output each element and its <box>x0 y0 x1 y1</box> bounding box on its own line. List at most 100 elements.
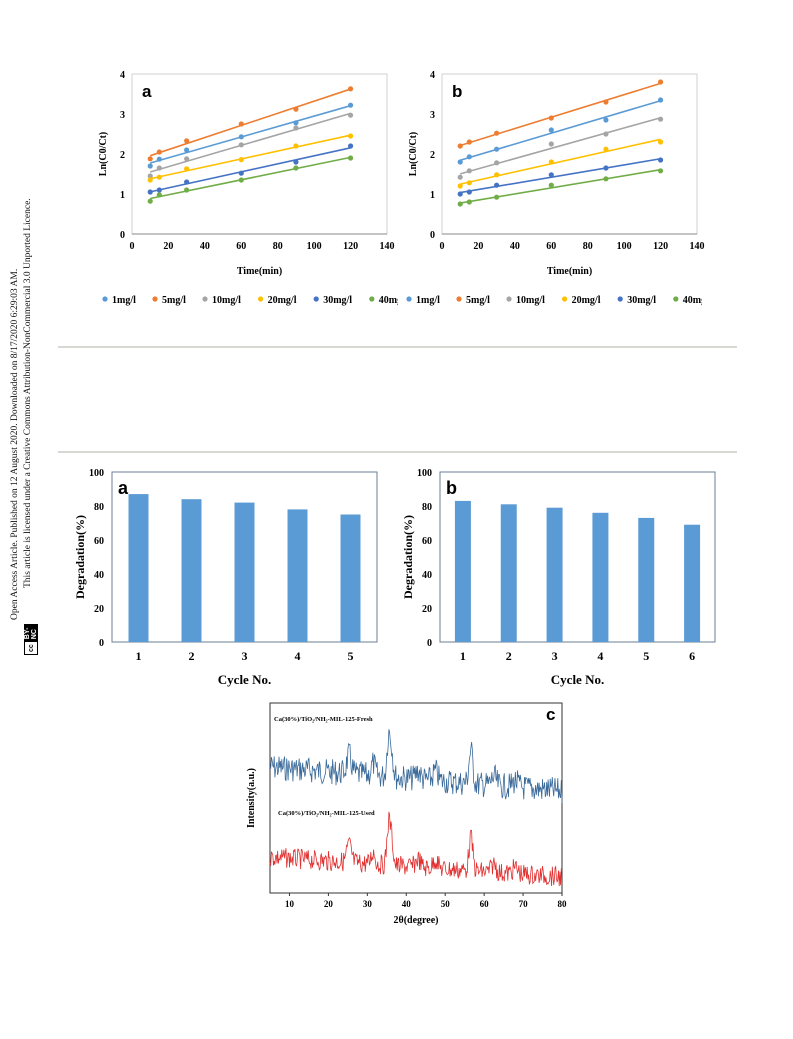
data-point <box>457 191 463 197</box>
x-tick-label: 6 <box>689 649 695 663</box>
bar <box>638 517 655 642</box>
y-tick-label: 3 <box>430 110 435 121</box>
bar <box>128 494 149 642</box>
data-point <box>147 156 153 162</box>
data-point <box>156 187 162 193</box>
data-point <box>457 159 463 165</box>
data-point <box>147 177 153 183</box>
trendline <box>149 112 351 173</box>
data-point <box>293 120 299 126</box>
cc-logo: cc <box>27 642 35 654</box>
bar <box>340 514 361 642</box>
y-tick-label: 3 <box>120 110 125 121</box>
panel-label: a <box>118 478 129 498</box>
x-axis-title: Time(min) <box>237 266 282 277</box>
panel-label: a <box>142 82 152 101</box>
panel-label: c <box>546 705 555 724</box>
y-tick-label: 60 <box>422 536 432 547</box>
kinetics-legend-b: 1mg/l 5mg/l 10mg/l 20mg/l 30mg/l 40mg/l <box>406 295 702 306</box>
kinetics-legend-a: 1mg/l 5mg/l 10mg/l 20mg/l 30mg/l 40mg/l <box>102 295 398 306</box>
data-point <box>147 163 153 169</box>
data-point <box>293 143 299 149</box>
cc-license-badge[interactable]: cc BY-NC <box>24 623 38 655</box>
x-tick-label: 1 <box>460 649 466 663</box>
y-tick-label: 1 <box>430 190 435 201</box>
x-tick-label: 120 <box>653 241 668 252</box>
x-tick-label: 5 <box>643 649 649 663</box>
xrd-trace-fresh <box>269 729 563 804</box>
data-point <box>657 116 664 122</box>
y-tick-label: 40 <box>94 570 104 581</box>
x-tick-label: 140 <box>690 241 705 252</box>
data-point <box>347 143 354 149</box>
data-point <box>156 156 162 162</box>
data-point <box>457 143 463 149</box>
trendline <box>459 99 661 162</box>
x-tick-label: 140 <box>380 241 395 252</box>
data-point <box>147 198 153 204</box>
x-tick-label: 0 <box>130 241 135 252</box>
data-point <box>156 192 162 198</box>
data-point <box>657 168 664 174</box>
x-tick-label: 100 <box>307 241 322 252</box>
x-axis-title: Cycle No. <box>218 672 271 687</box>
license-notice-line-2: This article is licensed under a Creativ… <box>23 198 33 588</box>
x-axis-title: Cycle No. <box>551 672 604 687</box>
y-tick-label: 100 <box>89 468 104 479</box>
data-point <box>347 133 354 139</box>
bar <box>500 504 517 642</box>
data-point <box>603 131 609 137</box>
data-point <box>457 174 463 180</box>
y-tick-label: 0 <box>430 230 435 241</box>
trendline <box>149 88 351 157</box>
xrd-trace-used <box>269 811 563 887</box>
data-point <box>494 146 500 152</box>
data-point <box>457 201 463 207</box>
y-axis-title: Ln(C0/Ct) <box>98 132 109 176</box>
x-tick-label: 2 <box>506 649 512 663</box>
cycle-bar-chart-a: 0 20 40 60 80 100 Degradation(%) Cycle No. a 1 2 3 4… <box>73 468 378 687</box>
plot-frame <box>131 73 388 235</box>
bar <box>181 499 202 642</box>
x-tick-label: 120 <box>343 241 358 252</box>
data-point <box>347 86 354 92</box>
x-tick-label: 20 <box>473 241 483 252</box>
x-tick-label: 60 <box>236 241 246 252</box>
x-tick-label: 2 <box>189 649 195 663</box>
data-point <box>238 134 244 140</box>
data-point <box>603 176 609 182</box>
data-point <box>156 149 162 155</box>
data-point <box>184 147 190 153</box>
y-tick-label: 20 <box>422 604 432 615</box>
legend-marker <box>562 296 568 302</box>
data-point <box>494 130 500 136</box>
data-point <box>347 102 354 108</box>
data-point <box>147 173 153 179</box>
x-tick-label: 80 <box>273 241 283 252</box>
data-point <box>293 125 299 131</box>
data-point <box>238 121 244 127</box>
bar <box>546 507 563 642</box>
y-axis-title: Degradation(%) <box>73 515 87 599</box>
legend-label: 40mg/l <box>379 295 398 306</box>
x-tick-label: 50 <box>441 899 451 909</box>
trendline <box>149 104 351 164</box>
kinetics-chart-a: 0 20 40 60 80 100 120 140 0 1 2 3 4 Time(min) Ln(C0/Ct… <box>98 70 395 277</box>
y-tick-label: 0 <box>99 638 104 649</box>
legend-marker <box>406 296 412 302</box>
x-tick-label: 30 <box>363 899 373 909</box>
cycle-bar-chart-b: 0 20 40 60 80 100 Degradation(%) Cycle No. b 1 2 3 4… <box>401 468 716 687</box>
data-point <box>147 189 153 195</box>
data-point <box>184 156 190 162</box>
data-point <box>466 180 472 186</box>
legend-marker <box>456 296 462 302</box>
y-tick-label: 100 <box>417 468 432 479</box>
y-axis-title: Degradation(%) <box>401 515 415 599</box>
data-point <box>494 172 500 178</box>
legend-marker <box>617 296 623 302</box>
trendline <box>150 147 351 193</box>
data-point <box>238 177 244 183</box>
data-point <box>657 157 664 163</box>
legend-label: 20mg/l <box>268 295 297 306</box>
series-label-fresh: Ca(30%)/TiO₂/NH₂-MIL-125-Fresh <box>274 716 373 723</box>
